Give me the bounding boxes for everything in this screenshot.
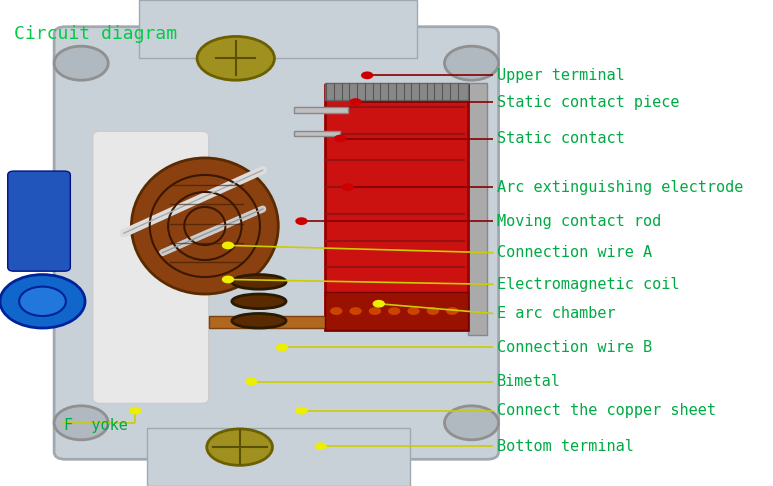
Circle shape bbox=[334, 135, 346, 142]
Text: Static contact piece: Static contact piece bbox=[497, 95, 679, 109]
Bar bbox=[139, 0, 417, 58]
Text: Circuit diagram: Circuit diagram bbox=[14, 25, 177, 43]
Text: Static contact: Static contact bbox=[497, 131, 625, 146]
Circle shape bbox=[54, 406, 108, 440]
Circle shape bbox=[349, 98, 362, 106]
Circle shape bbox=[315, 442, 327, 450]
FancyBboxPatch shape bbox=[8, 171, 70, 271]
Text: E arc chamber: E arc chamber bbox=[497, 306, 615, 321]
Ellipse shape bbox=[207, 429, 273, 466]
Circle shape bbox=[427, 307, 439, 315]
Circle shape bbox=[373, 300, 385, 308]
Bar bbox=[325, 292, 468, 330]
Bar bbox=[294, 107, 348, 113]
Circle shape bbox=[446, 307, 458, 315]
Circle shape bbox=[129, 407, 141, 415]
Text: F  yoke: F yoke bbox=[64, 418, 128, 433]
Ellipse shape bbox=[232, 275, 286, 289]
Circle shape bbox=[0, 275, 85, 328]
Text: Connect the copper sheet: Connect the copper sheet bbox=[497, 403, 716, 418]
Circle shape bbox=[407, 307, 420, 315]
Circle shape bbox=[330, 307, 342, 315]
Circle shape bbox=[444, 46, 499, 80]
Circle shape bbox=[245, 378, 257, 385]
Text: Connection wire B: Connection wire B bbox=[497, 340, 652, 355]
Ellipse shape bbox=[197, 36, 274, 80]
FancyBboxPatch shape bbox=[54, 27, 499, 459]
Text: Moving contact rod: Moving contact rod bbox=[497, 214, 661, 228]
Circle shape bbox=[388, 307, 400, 315]
Circle shape bbox=[295, 217, 308, 225]
Text: Upper terminal: Upper terminal bbox=[497, 68, 625, 83]
Circle shape bbox=[19, 287, 66, 316]
Circle shape bbox=[222, 242, 234, 249]
Circle shape bbox=[369, 307, 381, 315]
Bar bbox=[325, 85, 468, 330]
Bar bbox=[468, 83, 487, 335]
Circle shape bbox=[276, 344, 288, 351]
Text: Arc extinguishing electrode: Arc extinguishing electrode bbox=[497, 180, 744, 194]
Text: Connection wire A: Connection wire A bbox=[497, 245, 652, 260]
Circle shape bbox=[361, 71, 373, 79]
Circle shape bbox=[342, 183, 354, 191]
Ellipse shape bbox=[232, 313, 286, 328]
Text: Electromagnetic coil: Electromagnetic coil bbox=[497, 277, 679, 292]
Ellipse shape bbox=[131, 158, 278, 294]
Bar bbox=[325, 83, 468, 100]
Circle shape bbox=[444, 406, 499, 440]
Text: Bimetal: Bimetal bbox=[497, 374, 561, 389]
Bar bbox=[294, 131, 340, 136]
Text: Bottom terminal: Bottom terminal bbox=[497, 439, 634, 453]
Ellipse shape bbox=[232, 294, 286, 309]
Circle shape bbox=[349, 307, 362, 315]
Circle shape bbox=[54, 46, 108, 80]
Circle shape bbox=[295, 407, 308, 415]
Circle shape bbox=[222, 276, 234, 283]
FancyBboxPatch shape bbox=[93, 131, 209, 403]
Bar bbox=[209, 316, 332, 328]
Bar bbox=[147, 428, 410, 486]
